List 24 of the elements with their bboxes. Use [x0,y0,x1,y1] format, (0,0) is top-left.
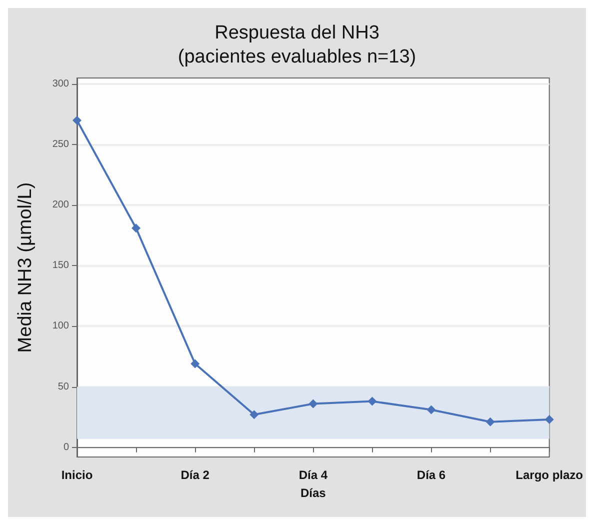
x-tick-label: Día 2 [180,468,210,482]
x-tick-label: Inicio [61,468,93,482]
point [426,405,436,414]
y-tick-label: 50 [58,381,70,392]
point [190,359,200,368]
y-tick-label: 150 [52,260,70,272]
y-tick-label: 300 [52,78,70,90]
y-tick-label: 250 [52,139,70,150]
point [486,417,495,426]
point [250,410,259,420]
point [368,396,377,406]
y-axis-title: Media NH3 (µmol/L) [15,182,36,353]
x-tick-label: Largo plazo [516,468,584,482]
x-axis-title: Días [300,486,326,500]
point [308,399,318,408]
point [72,116,82,125]
y-tick-label: 100 [52,320,70,332]
point [544,414,554,424]
x-tick-label: Día 6 [416,468,446,482]
y-tick-label: 200 [52,200,70,211]
y-tick-label: 0 [63,442,70,453]
x-tick-label: Día 4 [298,468,328,482]
chart-title: Respuesta del NH3 (pacientes evaluables n=13) [178,22,416,68]
point [132,224,141,233]
